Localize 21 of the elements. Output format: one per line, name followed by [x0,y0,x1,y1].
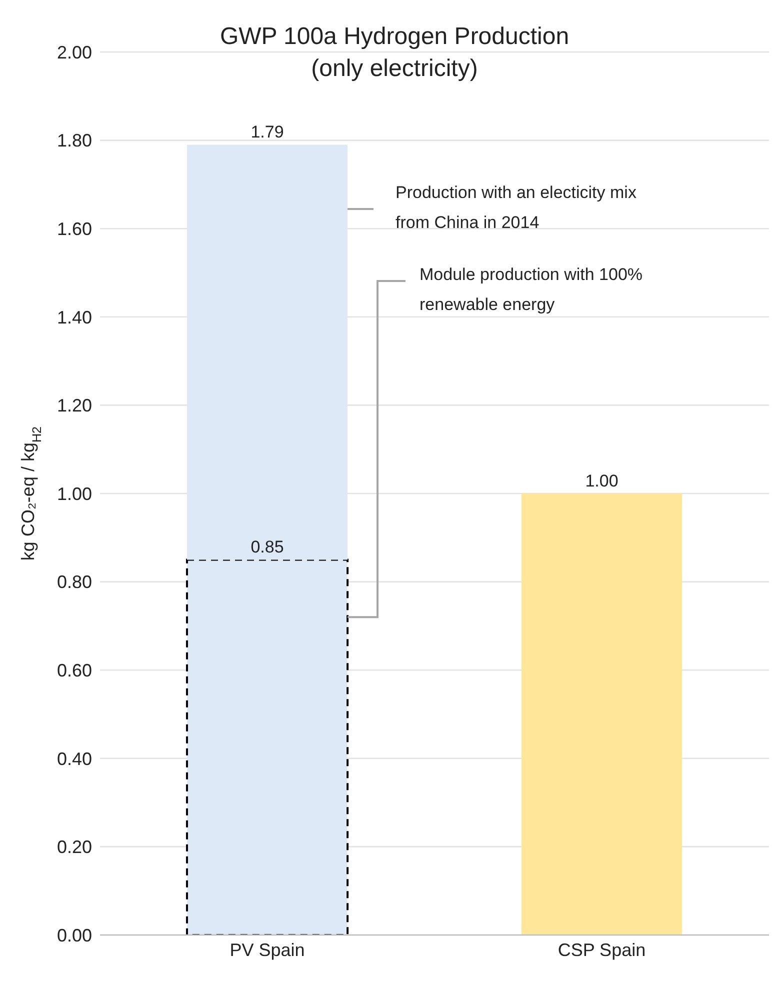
y-tick-label: 1.60 [56,218,92,239]
bar [522,494,682,935]
y-tick-label: 1.40 [56,307,92,328]
total-label: 1.00 [585,472,618,490]
y-tick-label: 0.20 [56,837,92,858]
x-tick-label: CSP Spain [558,940,646,960]
y-tick-label: 0.80 [56,572,92,592]
chart-subtitle: (only electricity) [311,55,478,82]
annotation: Production with an electicity mix from China in 2014 [396,183,637,232]
x-tick-label: PV Spain [230,940,305,960]
y-tick-label: 0.40 [56,748,92,769]
annotation: Module production with 100% renewable energy [420,265,643,314]
y-tick-label: 1.20 [56,396,92,416]
y-tick-label: 2.00 [56,42,92,62]
y-tick-label: 0.60 [56,660,92,680]
y-tick-label: 0.00 [56,925,92,946]
total-label: 1.79 [250,122,284,142]
data-label: 0.85 [250,538,284,557]
chart-title: GWP 100a Hydrogen Production [220,23,570,50]
y-tick-label: 1.00 [56,484,92,504]
y-tick-label: 1.80 [56,130,92,151]
